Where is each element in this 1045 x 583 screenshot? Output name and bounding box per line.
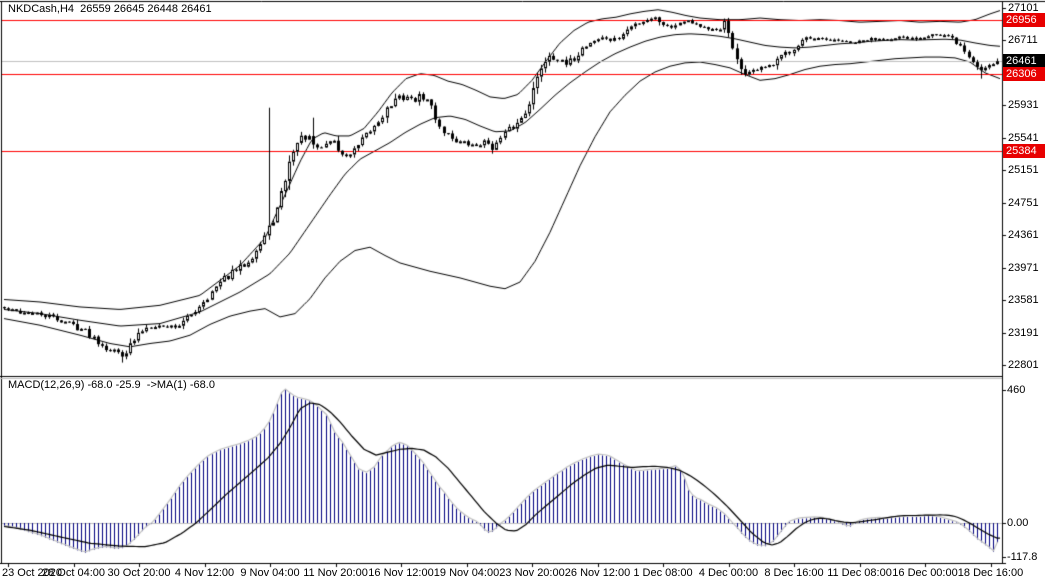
date-label: 18 Dec 16:00: [957, 567, 1024, 579]
date-label: 1 Dec 08:00: [633, 567, 693, 579]
price-tick-label: 23581: [1008, 294, 1039, 307]
price-line-label: 26956: [1003, 13, 1045, 28]
date-label: 26 Nov 12:00: [564, 567, 631, 579]
macd-tick-label: -117.8: [1007, 551, 1038, 563]
date-label: 16 Nov 12:00: [368, 567, 434, 579]
price-line-label: 26306: [1003, 67, 1045, 81]
date-label: 30 Oct 20:00: [107, 567, 171, 579]
current-price-label: 26461: [1003, 54, 1045, 69]
price-tick-label: 22801: [1008, 359, 1039, 371]
price-tick-label: 27101: [1008, 2, 1039, 14]
date-label: 16 Dec 00:00: [892, 567, 958, 579]
date-label: 19 Nov 04:00: [433, 567, 500, 579]
date-label: 11 Dec 08:00: [827, 567, 892, 579]
date-label: 23 Nov 20:00: [499, 567, 565, 579]
price-tick-label: 25931: [1008, 99, 1039, 112]
price-line-label: 25384: [1003, 143, 1045, 158]
date-label: 11 Nov 20:00: [303, 567, 368, 579]
date-label: 9 Nov 04:00: [240, 567, 300, 579]
price-tick-label: 26711: [1008, 34, 1038, 47]
price-tick-label: 23971: [1008, 261, 1039, 274]
date-label: 8 Dec 16:00: [764, 567, 824, 579]
price-tick-label: 24361: [1008, 229, 1039, 242]
price-tick-label: 25151: [1008, 163, 1039, 176]
macd-tick-label: 0.00: [1007, 517, 1029, 529]
date-label: 4 Dec 00:00: [698, 567, 759, 579]
date-label: 28 Oct 04:00: [42, 567, 105, 579]
price-tick-label: 24751: [1008, 197, 1039, 210]
date-label: 4 Nov 12:00: [174, 567, 235, 579]
macd-indicator-label: MACD(12,26,9) -68.0 -25.9 ->MA(1) -68.0: [8, 379, 215, 391]
date-label: 23 Oct 2020: [2, 567, 62, 579]
price-tick-label: 25541: [1008, 131, 1039, 144]
price-tick-label: 23191: [1008, 326, 1039, 339]
chart-title: NKDCash,H4 26559 26645 26448 26461: [8, 3, 212, 15]
macd-tick-label: 460: [1007, 384, 1026, 396]
